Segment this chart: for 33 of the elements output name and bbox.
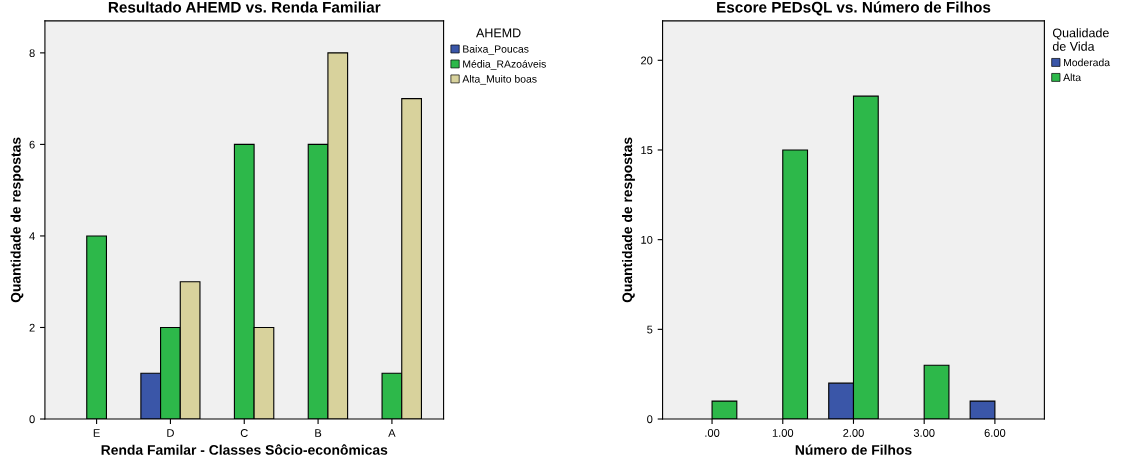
x-tick-label: C bbox=[240, 429, 248, 437]
legend-label: Baixa_Poucas bbox=[463, 45, 529, 55]
legend-label: Alta bbox=[1063, 73, 1082, 82]
y-tick-label: 5 bbox=[647, 325, 653, 334]
legend-label: Média_RAzoáveis bbox=[463, 59, 546, 70]
legend-title: AHEMD bbox=[476, 28, 521, 38]
x-tick-label: .00 bbox=[705, 429, 720, 437]
y-tick-label: 6 bbox=[29, 140, 35, 149]
x-tick-label: 2.00 bbox=[843, 429, 864, 437]
y-tick-label: 0 bbox=[647, 415, 653, 424]
chart-title: Escore PEDsQL vs. Número de Filhos bbox=[717, 1, 991, 16]
legend-label: Moderada bbox=[1063, 58, 1111, 67]
y-tick-label: 10 bbox=[641, 235, 653, 244]
x-axis-title: Número de Filhos bbox=[795, 444, 912, 455]
y-tick-label: 0 bbox=[29, 415, 35, 424]
x-axis-title: Renda Familar - Classes Sôcio-econômicas bbox=[101, 444, 388, 455]
x-tick-label: E bbox=[93, 429, 100, 437]
x-tick-label: 1.00 bbox=[772, 429, 794, 437]
x-tick-label: D bbox=[167, 429, 174, 437]
y-tick-label: 4 bbox=[29, 232, 35, 240]
legend-label: Alta_Muito boas bbox=[462, 74, 537, 85]
x-tick-label: 3.00 bbox=[913, 429, 935, 437]
y-tick-label: 15 bbox=[641, 146, 653, 155]
chart-title: Resultado AHEMD vs. Renda Familiar bbox=[108, 1, 381, 13]
x-tick-label: B bbox=[315, 429, 322, 437]
y-axis-title: Quantidade de respostas bbox=[10, 137, 24, 303]
legend-title: Qualidade de Vida bbox=[1052, 28, 1109, 51]
y-tick-label: 8 bbox=[29, 49, 35, 58]
y-tick-label: 20 bbox=[641, 56, 653, 65]
x-tick-label: A bbox=[388, 429, 396, 437]
y-axis-title: Quantidade de respostas bbox=[621, 137, 635, 303]
y-tick-label: 2 bbox=[29, 323, 35, 332]
x-tick-label: 6.00 bbox=[984, 429, 1006, 437]
